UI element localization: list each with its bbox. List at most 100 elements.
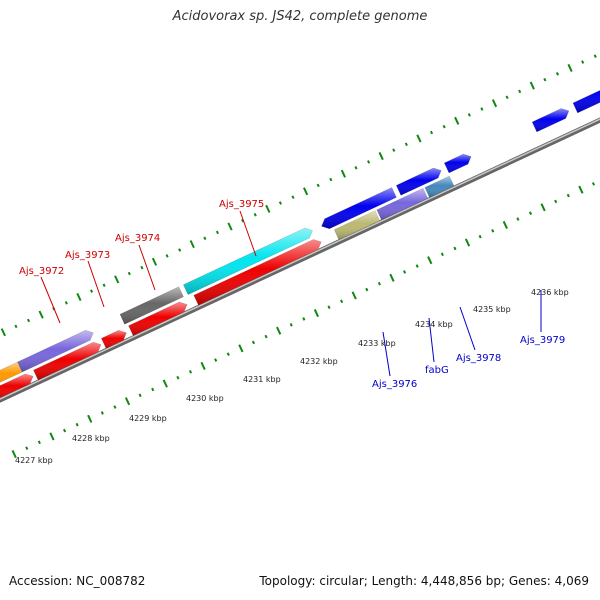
major-tick [151,257,158,266]
major-tick [114,275,120,284]
genome-backbone [0,117,600,403]
gene-bar-ajs-3972 [17,330,94,373]
leader-line [239,210,257,257]
minor-tick [215,230,219,235]
minor-tick [340,299,344,304]
minor-tick [354,165,358,170]
minor-tick [214,358,218,362]
leader-line [382,331,391,377]
gene-label: Ajs_3974 [115,233,160,244]
minor-tick [14,324,18,329]
major-tick [529,81,535,90]
gene-bar-upper-blue-3-shade [444,154,472,173]
major-tick [540,203,546,212]
gene-bar-upper-blue-1 [321,187,397,229]
major-tick [416,134,422,143]
gene-bar-ajs-3976-shade [334,210,380,240]
major-tick [340,169,346,178]
gene-bar-upper-blue-5 [572,90,600,114]
minor-tick [480,107,484,111]
gene-features [0,90,600,399]
accession-text: Accession: NC_008782 [9,574,146,588]
leader-line [87,260,105,308]
gene-bar-ajs-3975 [183,227,313,295]
minor-tick [453,246,457,251]
major-tick [454,116,460,125]
minor-tick [566,193,570,198]
gene-bar-ajs-3973 [101,330,127,349]
gene-label: Ajs_3976 [372,379,417,390]
gene-label: Ajs_3979 [520,335,565,346]
major-tick [76,292,82,302]
gene-bar-upper-blue-2-shade [396,168,442,196]
minor-tick [278,201,282,205]
gene-bar-ajs-3978-shade [424,176,454,198]
minor-tick [327,305,331,309]
minor-tick [63,428,67,433]
minor-tick [102,283,106,288]
label-leader-lines [40,210,542,377]
minor-tick [392,148,396,152]
leader-line [428,317,435,363]
minor-tick [554,199,558,204]
gene-bar-upper-blue-4 [531,108,570,133]
gene-bar-red-3 [128,301,188,336]
gene-bar-ajs-3974 [119,286,184,325]
gene-bar-orange-shade [0,362,23,383]
major-tick [11,450,17,459]
kbp-label: 4231 kbp [243,375,281,384]
minor-tick [140,265,144,270]
minor-tick [528,211,533,215]
major-tick [162,379,168,388]
minor-tick [176,375,180,380]
kbp-label: 4234 kbp [415,320,453,329]
minor-tick [467,113,471,117]
major-tick [351,291,357,300]
map-title: Acidovorax sp. JS42, complete genome [172,9,428,24]
major-tick [578,185,584,194]
minor-tick [440,252,444,257]
minor-tick [429,130,434,135]
gene-bar-ajs-3974-shade [120,286,184,325]
gene-bar-ajs-3976 [333,210,381,241]
gene-bar-ajs-3973-shade [101,330,127,349]
major-tick [276,326,282,335]
minor-tick [151,387,155,392]
gene-label: fabG [425,365,449,376]
major-tick [238,344,244,353]
kbp-label: 4235 kbp [473,305,511,314]
minor-tick [100,411,104,415]
gene-label: Ajs_3972 [19,266,64,277]
minor-tick [253,212,257,217]
gene-label: Ajs_3978 [456,353,501,364]
minor-tick [581,60,585,64]
kbp-label: 4229 kbp [129,414,167,423]
minor-tick [75,422,79,427]
minor-tick [64,301,68,305]
minor-tick [377,281,381,286]
kbp-labels: 4227 kbp 4228 kbp 4229 kbp 4230 kbp 4231 kbp… [15,288,569,465]
minor-tick [178,248,182,252]
gene-label: Ajs_3975 [219,199,264,210]
gene-bar-upper-blue-3 [443,153,472,174]
gene-label: Ajs_3973 [65,250,110,261]
gene-bar-red-3-shade [128,302,188,336]
minor-tick [516,217,520,221]
minor-tick [404,142,408,147]
minor-tick [329,177,333,182]
minor-tick [241,218,245,223]
minor-tick [291,195,295,199]
major-tick [427,256,433,265]
gene-bar-red-2 [33,341,102,381]
major-tick [567,63,573,72]
minor-tick [591,182,596,186]
minor-tick [89,289,94,293]
minor-tick [367,160,371,164]
gene-bar-ajs-3972-shade [17,330,94,372]
minor-tick [543,77,547,82]
genome-stats: Topology: circular; Length: 4,448,856 bp… [259,574,589,588]
major-tick [464,238,471,247]
gene-bar-upper-blue-5-shade [573,90,600,113]
major-tick [502,220,508,230]
